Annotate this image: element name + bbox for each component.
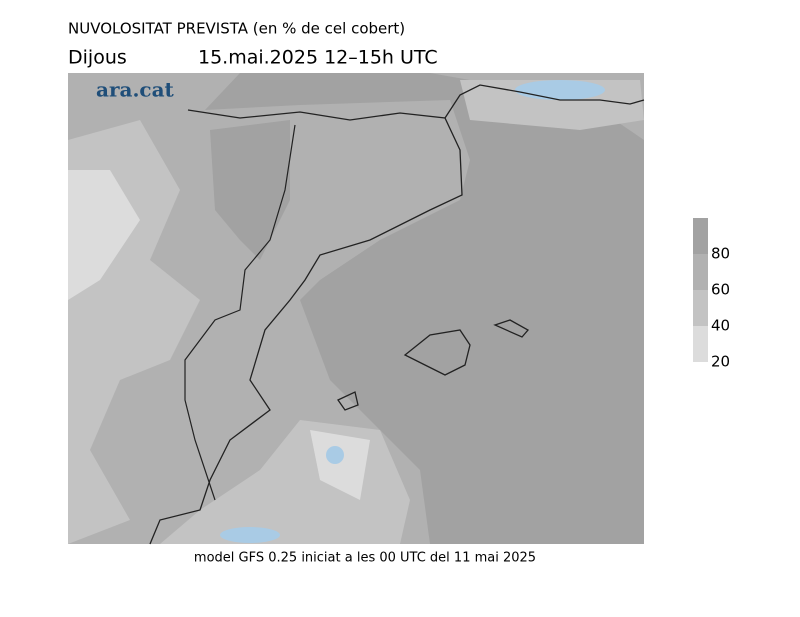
island bbox=[403, 329, 471, 376]
footer: model GFS 0.25 iniciat a les 00 UTC del … bbox=[194, 551, 536, 566]
clear-sky bbox=[515, 80, 605, 100]
clear-sky bbox=[326, 446, 344, 464]
border bbox=[184, 124, 296, 501]
cloud-area bbox=[68, 170, 140, 300]
cloud-area bbox=[205, 73, 644, 544]
map: ara.cat bbox=[68, 73, 645, 545]
colorbar-label: 20 bbox=[711, 353, 730, 371]
colorbar-label: 60 bbox=[711, 281, 730, 299]
colorbar-band bbox=[693, 326, 708, 362]
colorbar-band bbox=[693, 218, 708, 254]
colorbar-band bbox=[693, 290, 708, 326]
cloud-area bbox=[310, 430, 370, 500]
coastline bbox=[444, 84, 645, 119]
cloud-area bbox=[210, 120, 290, 260]
day: Dijous bbox=[68, 47, 127, 69]
clear-sky bbox=[220, 527, 280, 543]
colorbar-band bbox=[693, 254, 708, 290]
coastline bbox=[149, 109, 463, 545]
colorbar-label: 40 bbox=[711, 317, 730, 335]
date: 15.mai.2025 12–15h UTC bbox=[198, 47, 438, 69]
title: NUVOLOSITAT PREVISTA (en % de cel cobert… bbox=[68, 20, 405, 38]
colorbar-label: 80 bbox=[711, 245, 730, 263]
logo: ara.cat bbox=[96, 78, 175, 102]
colorbar: 20 40 60 80 bbox=[693, 218, 730, 371]
island bbox=[493, 319, 530, 338]
island bbox=[337, 391, 359, 411]
